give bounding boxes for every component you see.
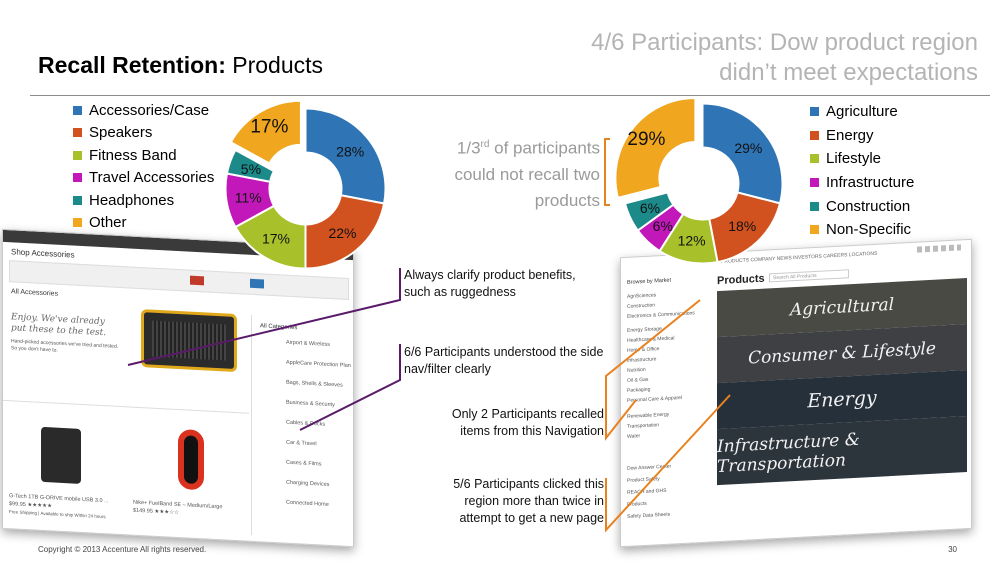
note-navigation: Only 2 Participants recalled items from …: [451, 407, 604, 438]
legend-item: Lifestyle: [810, 147, 914, 171]
legend-swatch: [810, 130, 819, 140]
legend-swatch: [73, 105, 82, 115]
legend-item: Other: [73, 212, 214, 235]
slice-label: 12%: [678, 232, 706, 248]
legend-right: Agriculture Energy Lifestyle Infrastruct…: [810, 100, 914, 242]
donut-chart-products: 28% 22% 17% 11% 5% 17%: [224, 99, 387, 270]
legend-swatch: [810, 154, 819, 164]
legend-swatch: [73, 173, 82, 183]
legend-item: Energy: [810, 124, 914, 148]
legend-item: Construction: [810, 194, 914, 218]
headline-finding: 4/6 Participants: Dow product region did…: [591, 29, 978, 86]
slice-label: 22%: [328, 225, 356, 241]
slide-title: Recall Retention: Products: [38, 52, 324, 78]
footer-copyright: Copyright © 2013 Accenture All rights re…: [38, 545, 207, 554]
slice-label: 29%: [734, 140, 762, 156]
donut-slice: [614, 96, 697, 200]
slice-label: 11%: [235, 190, 262, 206]
donut-slice: [304, 194, 386, 270]
slice-label: 6%: [653, 218, 673, 234]
donut-slice: [304, 107, 387, 205]
legend-item: Agriculture: [810, 100, 914, 124]
donut-slice: [701, 102, 784, 205]
legend-item: Headphones: [73, 189, 214, 212]
note-benefits: Always clarify product benefits, such as…: [404, 268, 576, 299]
legend-item: Fitness Band: [73, 144, 214, 167]
legend-swatch: [810, 178, 819, 188]
note-sidenav: 6/6 Participants understood the side nav…: [404, 345, 604, 376]
title-divider: [30, 95, 990, 96]
legend-item: Accessories/Case: [73, 99, 214, 122]
legend-swatch: [73, 218, 82, 228]
donut-chart-regions: 29% 18% 12% 6% 6% 29%: [614, 96, 784, 265]
slice-label: 17%: [262, 230, 290, 246]
legend-swatch: [73, 195, 82, 205]
slice-label: 5%: [241, 161, 261, 177]
leader-navigation: [605, 399, 637, 441]
slice-label: 29%: [627, 129, 665, 150]
recall-callout: 1/3rd of participants could not recall t…: [454, 138, 600, 210]
leader-sidenav: [299, 344, 401, 431]
legend-swatch: [810, 107, 819, 117]
legend-left: Accessories/Case Speakers Fitness Band T…: [73, 99, 214, 234]
legend-swatch: [73, 150, 82, 160]
legend-item: Infrastructure: [810, 171, 914, 195]
leader-navigation-top: [605, 299, 701, 406]
slice-label: 18%: [728, 218, 756, 234]
legend-item: Speakers: [73, 122, 214, 145]
legend-swatch: [810, 201, 819, 211]
leader-benefits: [127, 268, 401, 366]
legend-swatch: [810, 225, 819, 235]
note-clicked: 5/6 Participants clicked this region mor…: [453, 477, 604, 525]
donut-slice: [623, 191, 675, 232]
slice-label: 17%: [250, 116, 288, 137]
legend-item: Travel Accessories: [73, 167, 214, 190]
legend-swatch: [73, 128, 82, 138]
slice-label: 6%: [640, 200, 660, 216]
page-number: 30: [948, 545, 957, 554]
donut-slice: [225, 148, 276, 183]
leader-clicked: [605, 394, 731, 533]
callout-bracket: [604, 138, 610, 206]
slice-label: 28%: [336, 144, 364, 160]
legend-item: Non-Specific: [810, 218, 914, 242]
donut-slice: [229, 99, 302, 165]
